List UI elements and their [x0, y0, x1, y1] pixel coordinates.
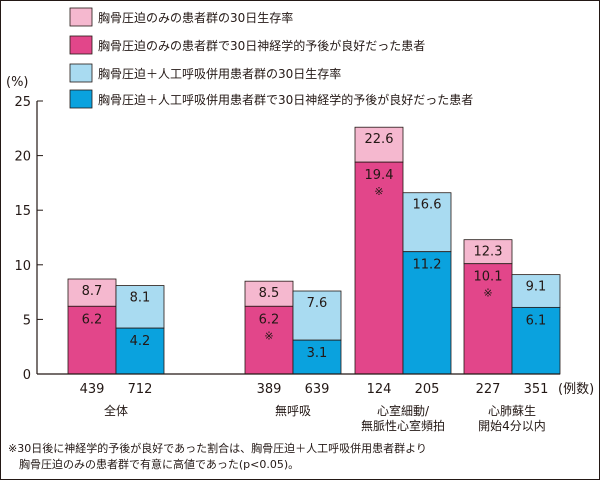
x-count-label: 439 — [80, 382, 105, 397]
y-tick-label: 5 — [23, 313, 31, 328]
footnote-line-2: 胸骨圧迫のみの患者群で有意に高値であった(p<0.05)。 — [8, 457, 299, 471]
x-count-label: 205 — [415, 382, 440, 397]
group-name-label: 心室細動/ — [377, 403, 430, 418]
group-name-label: 心肺蘇生 — [488, 404, 536, 418]
legend-label-1: 胸骨圧迫のみの患者群の30日生存率 — [98, 10, 293, 25]
data-label-neuro: 3.1 — [307, 346, 328, 361]
legend-label-4: 胸骨圧迫＋人工呼吸併用患者群で30日神経学的予後が良好だった患者 — [98, 92, 473, 107]
legend-swatch-1 — [69, 7, 93, 27]
x-count-label: 712 — [128, 382, 153, 397]
legend-swatch-3 — [69, 63, 93, 83]
data-label-survival: 8.1 — [130, 291, 151, 306]
significance-mark: ※ — [374, 185, 383, 198]
data-label-survival: 8.7 — [82, 284, 103, 299]
data-label-survival: 9.1 — [526, 280, 547, 295]
data-label-survival: 16.6 — [413, 198, 442, 213]
data-label-neuro: 11.2 — [413, 258, 442, 273]
y-axis-unit: (%) — [6, 75, 29, 90]
bar-neuro-segment — [511, 306, 561, 375]
bar-survival-segment — [511, 274, 561, 308]
significance-mark: ※ — [264, 329, 273, 342]
y-tick-label: 15 — [14, 204, 31, 219]
data-label-neuro: 6.2 — [82, 312, 103, 327]
bar-survival-segment — [244, 280, 294, 307]
x-count-label: 351 — [524, 382, 549, 397]
legend-label-2: 胸骨圧迫のみの患者群で30日神経学的予後が良好だった患者 — [98, 38, 425, 53]
bar-survival-segment — [402, 192, 452, 253]
y-tick-label: 25 — [14, 95, 31, 110]
group-name-label: 無呼吸 — [275, 403, 311, 418]
y-tick-label: 0 — [23, 368, 31, 383]
y-tick-label: 10 — [14, 259, 31, 274]
bar-survival-segment — [354, 126, 404, 163]
data-label-survival: 12.3 — [474, 245, 503, 260]
data-label-survival: 8.5 — [259, 286, 280, 301]
bar-neuro-segment — [354, 161, 404, 375]
data-label-neuro: 6.1 — [526, 313, 547, 328]
legend-label-3: 胸骨圧迫＋人工呼吸併用患者群の30日生存率 — [98, 66, 341, 81]
bar-neuro-segment — [115, 327, 165, 375]
bar-neuro-segment — [292, 339, 342, 375]
footnote-line-1: ※30日後に神経学的予後が良好であった割合は、胸骨圧迫＋人工呼吸併用患者群より — [8, 441, 427, 455]
legend-swatch-4 — [69, 89, 93, 109]
group-name-label: 開始4分以内 — [478, 419, 546, 433]
data-label-neuro: 19.4 — [365, 168, 394, 183]
x-count-label: 124 — [367, 382, 392, 397]
y-tick-label: 20 — [14, 150, 31, 165]
bar-survival-segment — [463, 239, 513, 265]
group-name-label: 全体 — [104, 403, 128, 418]
bar-neuro-segment — [67, 305, 117, 375]
data-label-neuro: 10.1 — [474, 270, 503, 285]
bar-survival-segment — [292, 290, 342, 341]
group-name-label: 無脈性心室頻拍 — [361, 418, 445, 433]
x-count-label: 227 — [476, 382, 501, 397]
legend-swatch-2 — [69, 35, 93, 55]
data-label-survival: 22.6 — [365, 132, 394, 147]
significance-mark: ※ — [483, 287, 492, 300]
bar-survival-segment — [115, 285, 165, 329]
x-count-unit: (例数) — [558, 382, 594, 397]
x-count-label: 389 — [257, 382, 282, 397]
data-label-neuro: 6.2 — [259, 312, 280, 327]
data-label-survival: 7.6 — [307, 296, 328, 311]
x-count-label: 639 — [305, 382, 330, 397]
data-label-neuro: 4.2 — [130, 334, 151, 349]
